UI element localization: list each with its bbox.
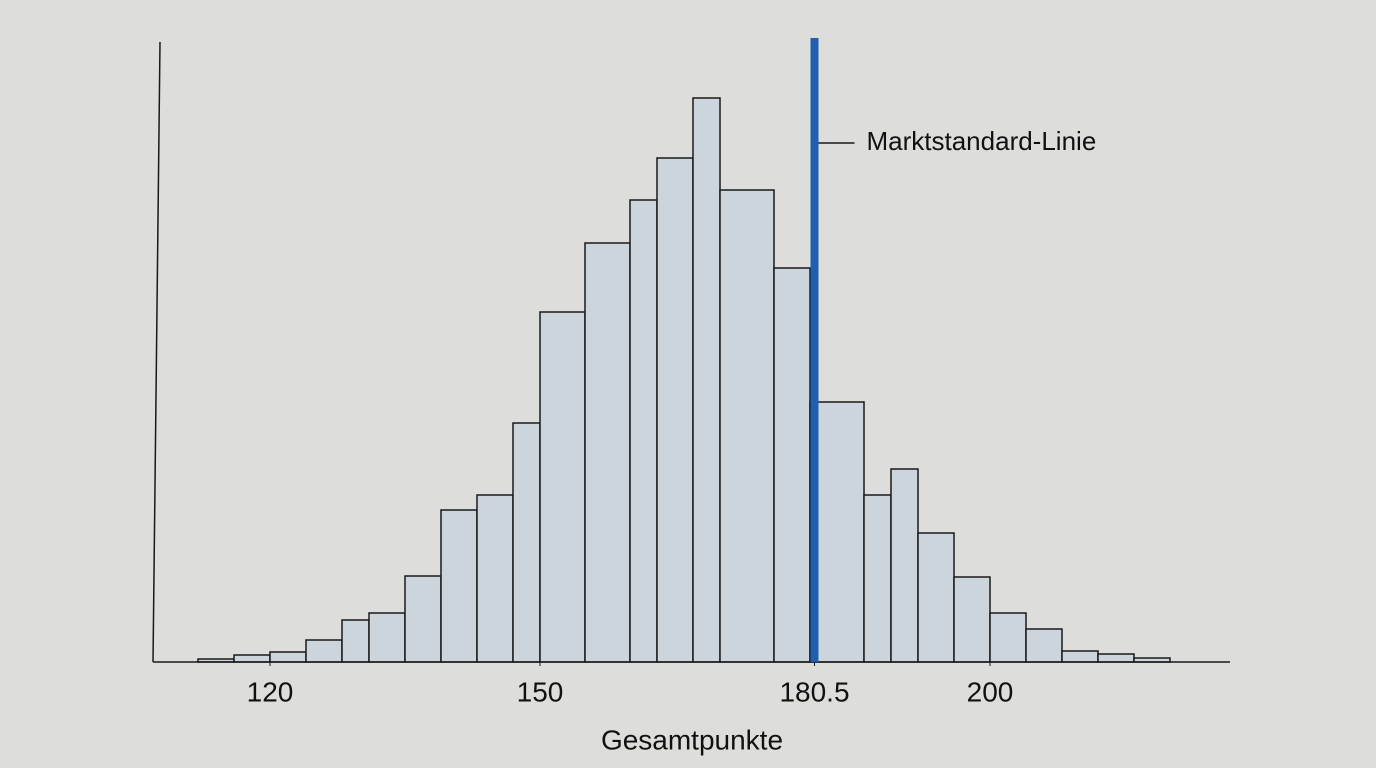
bar bbox=[1025, 628, 1063, 663]
bar bbox=[341, 619, 370, 663]
bar bbox=[917, 532, 955, 663]
x-tick-label: 200 bbox=[967, 676, 1014, 707]
bar bbox=[1097, 653, 1135, 663]
bar bbox=[719, 189, 775, 663]
x-tick-label: 180.5 bbox=[779, 676, 849, 707]
bar bbox=[1061, 650, 1099, 663]
bar bbox=[656, 157, 694, 663]
x-tick-label: 150 bbox=[517, 676, 564, 707]
bar bbox=[890, 468, 919, 663]
y-axis bbox=[152, 41, 161, 663]
x-axis-label: Gesamtpunkte bbox=[601, 724, 783, 755]
bar bbox=[989, 612, 1027, 663]
bar bbox=[233, 654, 271, 663]
bar bbox=[512, 422, 541, 663]
bar bbox=[368, 612, 406, 663]
bar bbox=[773, 267, 811, 663]
bar bbox=[404, 575, 442, 663]
bar bbox=[440, 509, 478, 663]
bar bbox=[692, 97, 721, 663]
bar bbox=[863, 494, 892, 663]
bar bbox=[584, 242, 631, 663]
bar bbox=[629, 199, 658, 663]
x-tick-label: 120 bbox=[247, 676, 294, 707]
bar bbox=[953, 576, 991, 663]
reference-label: Marktstandard-Linie bbox=[867, 126, 1097, 156]
bar bbox=[476, 494, 514, 663]
bar bbox=[305, 639, 343, 663]
bar bbox=[269, 651, 307, 663]
bar bbox=[539, 311, 586, 663]
bar bbox=[809, 401, 865, 663]
